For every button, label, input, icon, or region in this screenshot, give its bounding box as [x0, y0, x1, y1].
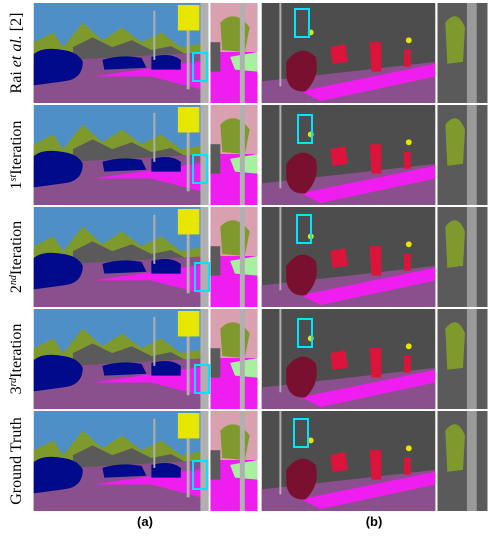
image-a	[34, 411, 209, 511]
crop-b	[438, 3, 488, 103]
crop-b	[438, 105, 488, 205]
crop-b	[438, 411, 488, 511]
label-part: Rai	[8, 67, 25, 93]
row-label: Rai et al. [2]	[8, 13, 25, 94]
image-b	[262, 309, 436, 409]
image-a	[34, 309, 209, 409]
label-part: 1	[8, 181, 25, 189]
column-label: (b)	[366, 514, 383, 529]
crop-a	[210, 207, 257, 307]
label-part: Iteration	[8, 121, 25, 175]
label-part: 2	[8, 285, 25, 293]
image-a	[34, 3, 209, 103]
crop-b	[438, 309, 488, 409]
image-a	[34, 207, 209, 307]
image-a	[34, 105, 209, 205]
crop-a	[210, 309, 257, 409]
label-part: Iteration	[8, 221, 25, 275]
rows: Rai et al. [2] 1stIteration 2ndIteration 3r…	[8, 3, 488, 511]
crop-a	[210, 105, 257, 205]
figure: Rai et al. [2] 1stIteration 2ndIteration 3r…	[0, 0, 491, 537]
crop-a	[210, 3, 257, 103]
label-part: [2]	[8, 13, 25, 36]
row-label: 1stIteration	[8, 121, 26, 190]
crop-b	[438, 207, 488, 307]
row-label: Ground Truth	[8, 417, 25, 505]
image-b	[262, 3, 436, 103]
column-label: (a)	[137, 514, 153, 529]
label-part: et al.	[8, 35, 25, 67]
image-b	[262, 105, 436, 205]
label-part: Iteration	[8, 324, 25, 378]
row-label: 3rdIteration	[8, 324, 26, 395]
crop-a	[210, 411, 257, 511]
label-part: Ground Truth	[8, 417, 25, 505]
page: {"figure": { "rows": [ {"parts": ["Rai "…	[0, 0, 491, 537]
image-b	[262, 411, 436, 511]
label-part: 3	[8, 386, 25, 394]
row-label: 2ndIteration	[8, 221, 26, 293]
image-b	[262, 207, 436, 307]
